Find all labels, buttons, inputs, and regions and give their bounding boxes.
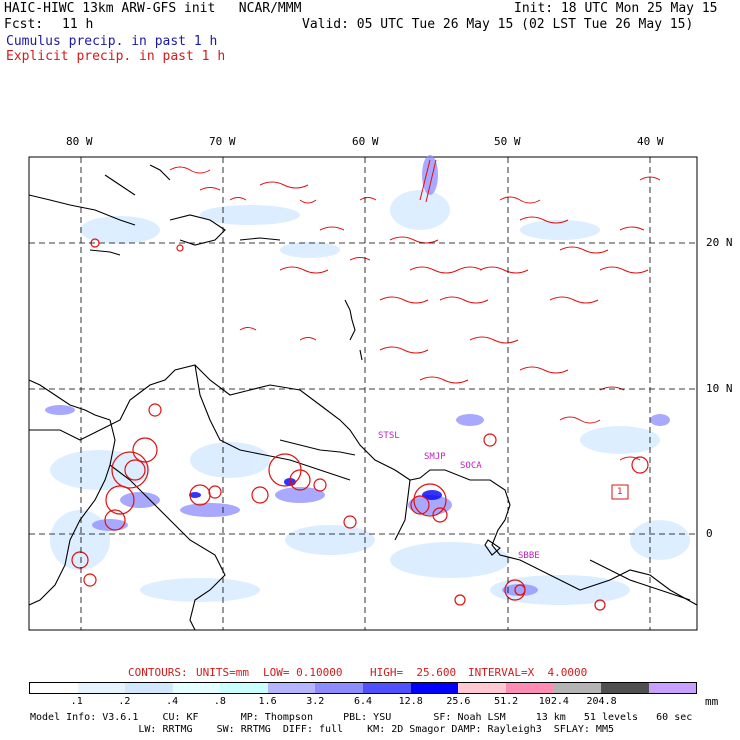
colorbar-swatch [77,683,126,693]
model-info-line2: LW: RRTMG SW: RRTMG DIFF: full KM: 2D Sm… [30,724,614,735]
colorbar [29,682,697,694]
model-info-line1: Model Info: V3.6.1 CU: KF MP: Thompson P… [30,712,693,723]
explicit-contours [169,159,661,461]
colorbar-swatch [172,683,221,693]
colorbar-tick-label: 12.8 [398,696,423,707]
colorbar-tick-label: 3.2 [306,696,325,707]
contours-low: LOW= 0.10000 [263,666,343,679]
max-marker-box [611,484,629,500]
colorbar-tick-label: .1 [70,696,83,707]
forecast-hour: 11 h [62,17,94,32]
contours-interval: INTERVAL=X 4.0000 [468,666,588,679]
lon-label-50w: 50 W [494,135,521,148]
lat-label-0: 0 [706,527,713,540]
lon-label-60w: 60 W [352,135,379,148]
colorbar-swatch [505,683,554,693]
colorbar-swatch [600,683,649,693]
colorbar-tick-label: .2 [118,696,131,707]
colorbar-swatch [648,683,697,693]
lat-label-10n: 10 N [706,382,733,395]
init-time: Init: 18 UTC Mon 25 May 15 [514,1,718,16]
station-sbbe: SBBE [518,551,540,561]
colorbar-tick-label: 25.6 [446,696,471,707]
valid-time: Valid: 05 UTC Tue 26 May 15 (02 LST Tue … [302,17,694,32]
contours-label: CONTOURS: [128,666,188,679]
cumulus-light-patches [50,190,690,605]
contours-high: HIGH= 25.600 [370,666,457,679]
colorbar-swatch [220,683,268,693]
station-soca: SOCA [460,461,482,471]
legend-cumulus: Cumulus precip. in past 1 h [6,34,218,49]
colorbar-swatch [315,683,364,693]
colorbar-ticks: .1 .2 .4 .8 1.6 3.2 6.4 12.8 25.6 51.2 102.4 204.8 [0,696,740,708]
station-stsl: STSL [378,431,400,441]
colorbar-swatch [363,683,411,693]
forecast-label: Fcst: [4,17,44,32]
colorbar-tick-label: .4 [166,696,179,707]
colorbar-tick-label: 51.2 [494,696,519,707]
lon-label-70w: 70 W [209,135,236,148]
max-marker-value: 1 [617,487,623,497]
colorbar-swatch [410,683,459,693]
colorbar-tick-label: .8 [213,696,226,707]
colorbar-tick-label: 204.8 [586,696,617,707]
colorbar-tick-label: 1.6 [258,696,277,707]
colorbar-tick-label: 6.4 [353,696,373,707]
lon-label-40w: 40 W [637,135,664,148]
colorbar-swatch [267,683,316,693]
colorbar-units: mm [705,695,719,708]
lat-label-20n: 20 N [706,236,733,249]
cumulus-mid-patches [45,155,670,596]
legend-explicit: Explicit precip. in past 1 h [6,49,226,64]
colorbar-swatch [30,683,78,693]
lon-label-80w: 80 W [66,135,93,148]
product-title: HAIC-HIWC 13km ARW-GFS init NCAR/MMM [4,1,302,16]
colorbar-tick-label: 102.4 [538,696,569,707]
colorbar-swatch [553,683,601,693]
dense-clusters [71,238,649,611]
lat-lon-grid [29,157,697,630]
station-smjp: SMJP [424,452,446,462]
coastlines [28,164,698,631]
colorbar-swatch [458,683,506,693]
contours-units: UNITS=mm [196,666,249,679]
colorbar-swatch [125,683,173,693]
